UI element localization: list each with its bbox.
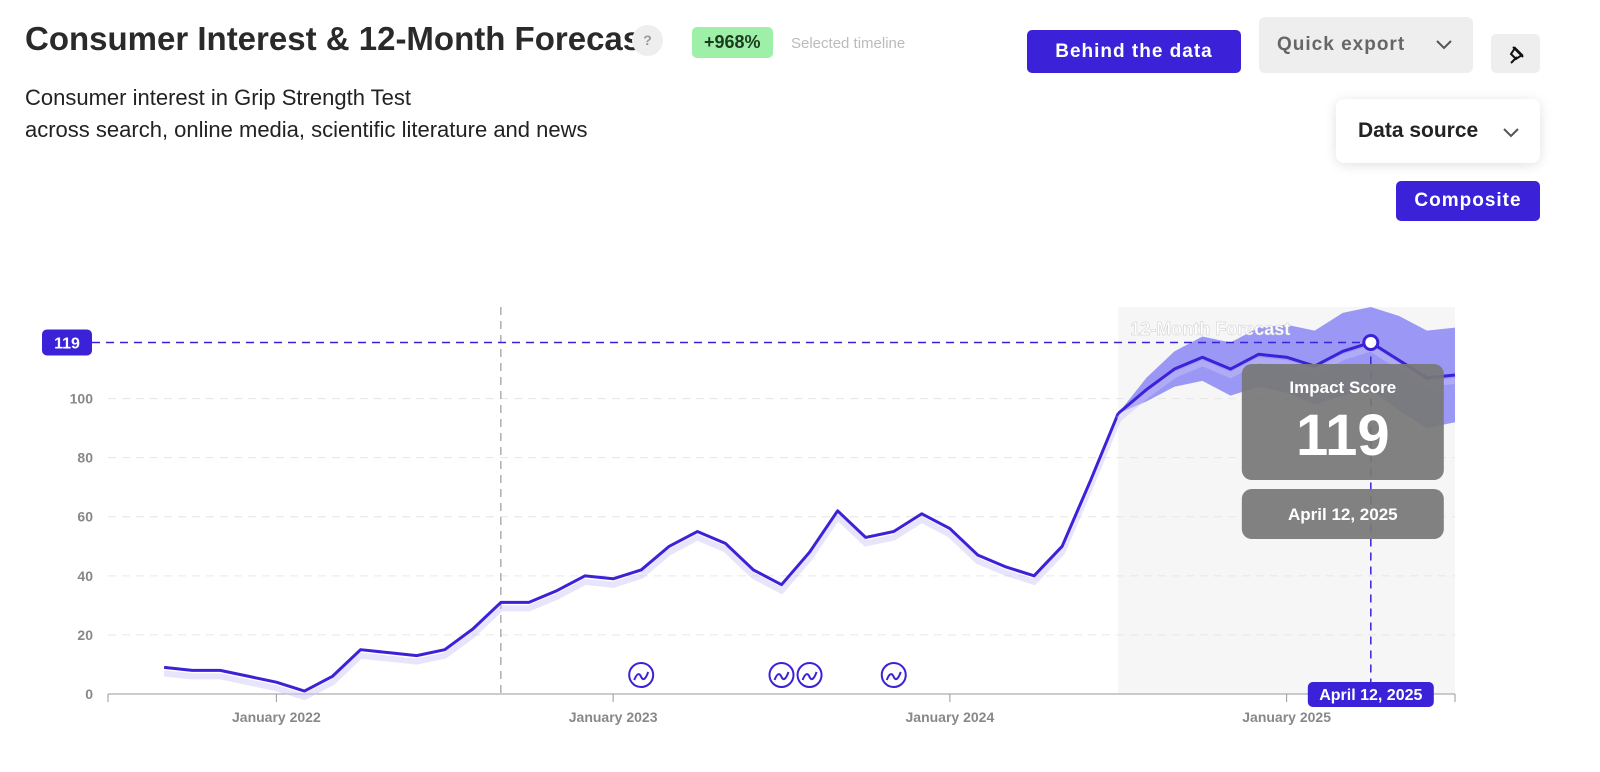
- chevron: [1436, 40, 1452, 50]
- pin-icon: [1509, 46, 1524, 64]
- value-badge-text: 119: [54, 335, 80, 352]
- tooltip-label: Impact Score: [1289, 378, 1396, 397]
- tooltip-value: 119: [1296, 403, 1390, 468]
- event-glyph: [801, 671, 818, 681]
- x-tick-label: January 2022: [232, 709, 321, 725]
- forecast-label: 12-Month Forecast: [1130, 319, 1290, 339]
- tooltip-date-box: [1241, 489, 1444, 539]
- subtitle-line: across search, online media, scientific …: [25, 117, 588, 142]
- export-label: Quick export: [1277, 34, 1406, 55]
- highlight-point: [1362, 333, 1380, 351]
- event-glyph: [885, 671, 902, 681]
- y-tick-label: 100: [70, 391, 94, 407]
- y-tick-label: 20: [77, 627, 93, 643]
- change-badge: +968%: [692, 27, 773, 58]
- behind-button[interactable]: Behind the data: [1027, 30, 1241, 73]
- pin-button[interactable]: [1491, 34, 1540, 73]
- tooltip-date: April 12, 2025: [1288, 505, 1398, 524]
- title: Consumer Interest & 12-Month Forecast: [25, 20, 653, 57]
- tooltip-box: [1241, 364, 1444, 480]
- x-tick-label: January 2024: [906, 709, 995, 725]
- value-badge: [42, 329, 92, 356]
- event-marker[interactable]: [796, 662, 823, 688]
- subtitle: Consumer interest in Grip Strength Test a…: [25, 82, 588, 146]
- series-line: [1117, 340, 1456, 415]
- source-label: Data source: [1358, 119, 1479, 142]
- series-line: [163, 412, 1120, 693]
- event-glyph: [633, 671, 650, 681]
- line-shadow: [163, 418, 1122, 701]
- y-tick-label: 60: [77, 509, 93, 525]
- event-glyph: [773, 671, 790, 681]
- event-marker[interactable]: [768, 662, 795, 688]
- help-icon[interactable]: ?: [632, 25, 663, 56]
- source-dropdown[interactable]: Data source: [1336, 99, 1540, 163]
- date-badge-text: April 12, 2025: [1319, 687, 1422, 704]
- subtitle-line: Consumer interest in Grip Strength Test: [25, 85, 411, 110]
- x-tick-label: January 2025: [1242, 709, 1331, 725]
- y-tick-label: 40: [77, 568, 93, 584]
- event-marker[interactable]: [628, 662, 655, 688]
- chevron: [1503, 128, 1519, 138]
- export-button[interactable]: Quick export: [1259, 17, 1473, 73]
- date-badge: [1307, 682, 1434, 707]
- y-tick-label: 80: [77, 450, 93, 466]
- source-value[interactable]: Composite: [1396, 181, 1540, 221]
- change-note: Selected timeline: [791, 35, 906, 52]
- x-tick-label: January 2023: [569, 709, 658, 725]
- event-marker[interactable]: [880, 662, 907, 688]
- y-tick-label: 0: [85, 686, 93, 702]
